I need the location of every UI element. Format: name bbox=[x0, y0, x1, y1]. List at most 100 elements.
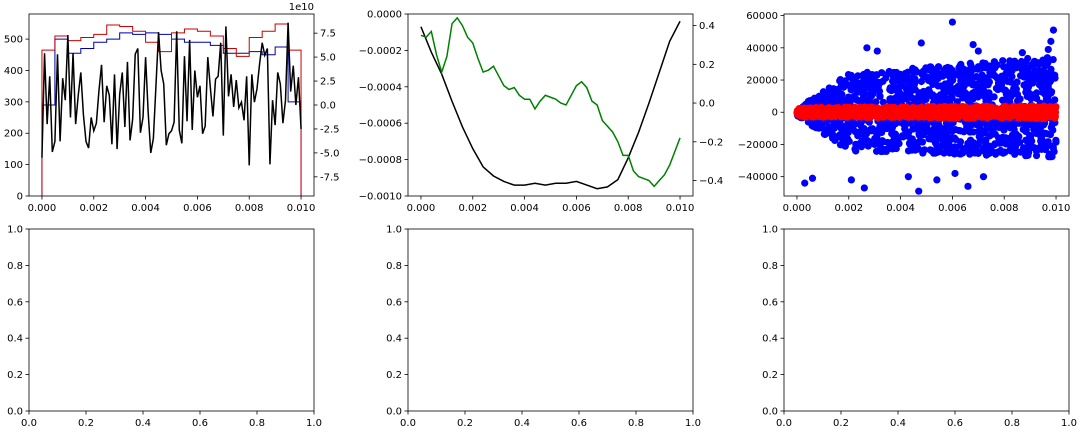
x-tick-label: 0.002 bbox=[458, 203, 487, 214]
x-tick-label: 0.4 bbox=[890, 418, 906, 429]
x-tick-label: 0.0 bbox=[400, 418, 416, 429]
scatter-point bbox=[894, 92, 902, 100]
scatter-point bbox=[937, 143, 945, 151]
scatter-point bbox=[839, 137, 847, 145]
scatter-point bbox=[870, 140, 879, 148]
scatter-point bbox=[829, 85, 838, 93]
scatter-point bbox=[1033, 94, 1041, 103]
scatter-point bbox=[972, 73, 981, 81]
scatter-point bbox=[806, 108, 814, 117]
x-tick-label: 0.8 bbox=[628, 418, 644, 429]
y-tick-label: 0.4 bbox=[386, 334, 402, 345]
scatter-point bbox=[1044, 45, 1052, 54]
scatter-point bbox=[905, 128, 913, 136]
scatter-point bbox=[1026, 135, 1034, 143]
chart-panel-1: 0.000 0.002 0.004 0.006 0.008 0.010 0 100 200 300… bbox=[4, 2, 340, 214]
scatter-point bbox=[1016, 138, 1024, 146]
x-tick-label: 0.008 bbox=[990, 203, 1019, 214]
scatter-point bbox=[1037, 134, 1045, 142]
scatter-point bbox=[859, 71, 868, 79]
scatter-point bbox=[904, 82, 912, 90]
scatter-point bbox=[1015, 132, 1023, 141]
scatter-point bbox=[849, 124, 857, 133]
scatter-point bbox=[863, 139, 871, 147]
scatter-point bbox=[858, 112, 866, 120]
x-tick-label: 0.006 bbox=[562, 203, 591, 214]
scatter-point bbox=[988, 104, 996, 113]
x-tick-label: 0.2 bbox=[457, 418, 473, 429]
scatter-point bbox=[899, 107, 907, 115]
x-tick-label: 0.002 bbox=[79, 203, 108, 214]
scatter-point bbox=[911, 78, 919, 86]
scatter-point bbox=[915, 187, 923, 195]
scatter-point bbox=[925, 86, 933, 94]
x-tick-label: 0.0 bbox=[21, 418, 37, 429]
y-tick-label: 0.8 bbox=[762, 261, 778, 272]
chart-panel-5: 0.0 0.2 0.4 0.6 0.8 1.0 0.0 0.2 0.4 0.6 0.8 1.0 bbox=[386, 225, 701, 430]
scatter-point bbox=[930, 148, 938, 156]
scatter-point bbox=[983, 112, 991, 120]
x-tick-label: 0.0 bbox=[776, 418, 792, 429]
scatter-point bbox=[977, 131, 985, 139]
scatter-point bbox=[1046, 130, 1055, 139]
scatter-point bbox=[836, 77, 844, 85]
scatter-point bbox=[866, 94, 874, 102]
scatter-point bbox=[967, 128, 975, 136]
scatter-point bbox=[904, 173, 912, 181]
scatter-point bbox=[943, 141, 952, 149]
scatter-point bbox=[858, 78, 867, 86]
scatter-point bbox=[866, 77, 874, 85]
x-tick-label: 0.006 bbox=[938, 203, 967, 214]
scatter-point bbox=[915, 138, 923, 146]
scatter-point bbox=[852, 147, 860, 155]
scatter-point bbox=[1013, 90, 1022, 98]
scatter-point bbox=[808, 174, 817, 182]
x-tick-label: 0.4 bbox=[135, 418, 151, 429]
scatter-point bbox=[876, 92, 884, 100]
scatter-point bbox=[999, 57, 1007, 65]
scatter-point bbox=[871, 85, 880, 94]
scatter-point bbox=[853, 88, 861, 96]
axes-frame bbox=[783, 228, 1070, 412]
scatter-point bbox=[1004, 107, 1012, 116]
scatter-point bbox=[904, 75, 912, 83]
scatter-point bbox=[879, 77, 887, 85]
scatter-point bbox=[1039, 121, 1048, 129]
y-tick-label: 0.2 bbox=[386, 370, 402, 381]
scatter-point bbox=[978, 146, 987, 154]
scatter-point bbox=[846, 98, 854, 106]
scatter-point bbox=[801, 104, 809, 112]
scatter-point bbox=[866, 113, 875, 121]
scatter-point bbox=[1018, 49, 1026, 57]
scatter-point bbox=[891, 120, 900, 128]
series-2-step-line bbox=[41, 23, 302, 196]
scatter-point bbox=[961, 112, 969, 120]
scatter-point bbox=[1002, 90, 1010, 98]
scatter-point bbox=[930, 76, 938, 84]
scatter-point bbox=[851, 106, 859, 114]
scatter-point bbox=[997, 113, 1005, 122]
scatter-point bbox=[801, 179, 809, 187]
y-tick-label: 0.6 bbox=[386, 297, 402, 308]
scatter-point bbox=[911, 66, 919, 74]
y2-tick-label: -5.0 bbox=[320, 148, 340, 159]
scatter-point bbox=[970, 65, 978, 73]
scatter-point bbox=[1022, 84, 1031, 93]
scatter-point bbox=[990, 58, 998, 66]
scatter-point bbox=[954, 71, 963, 79]
y2-tick-label: −0.2 bbox=[699, 137, 723, 148]
y-tick-label: 0.6 bbox=[7, 297, 23, 308]
y-tick-label: 60000 bbox=[746, 11, 778, 22]
scatter-point bbox=[890, 103, 898, 112]
y-tick-label: 1.0 bbox=[762, 225, 778, 236]
scatter-point bbox=[872, 98, 880, 106]
scatter-point bbox=[1007, 78, 1015, 86]
scatter-point bbox=[873, 47, 881, 55]
scatter-point bbox=[908, 107, 916, 115]
y-tick-label: −0.0010 bbox=[359, 192, 402, 203]
scatter-point bbox=[920, 121, 928, 129]
scatter-point bbox=[948, 18, 957, 26]
scatter-point bbox=[845, 105, 853, 113]
scatter-point bbox=[1019, 125, 1027, 134]
plot-area bbox=[420, 16, 681, 190]
